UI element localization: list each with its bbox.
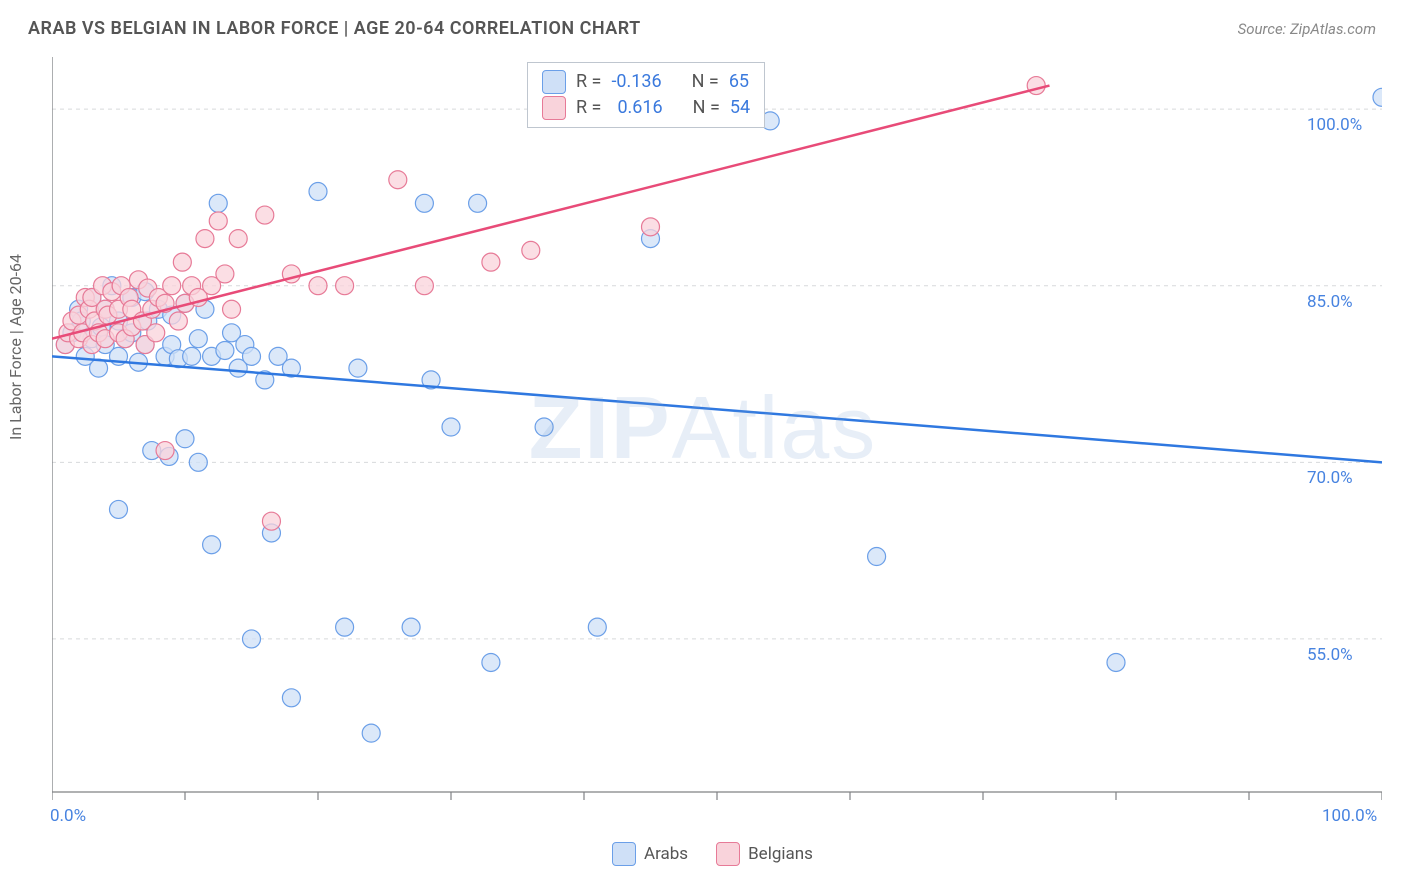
belgians-swatch (542, 96, 566, 120)
y-tick-label: 100.0% (1307, 115, 1362, 135)
chart-title: ARAB VS BELGIAN IN LABOR FORCE | AGE 20-… (28, 18, 641, 39)
belgians-n-value: 54 (730, 95, 750, 121)
y-axis-label: In Labor Force | Age 20-64 (6, 254, 25, 440)
y-tick-label: 70.0% (1307, 468, 1353, 488)
belgians-swatch (716, 842, 740, 866)
x-tick-label: 100.0% (1322, 806, 1377, 826)
arabs-n-value: 65 (729, 69, 749, 95)
correlation-scatter-chart (52, 52, 1382, 822)
belgians-r-value: 0.616 (617, 95, 662, 121)
arabs-swatch (542, 70, 566, 94)
x-tick-label: 0.0% (50, 806, 86, 826)
y-tick-label: 55.0% (1307, 645, 1353, 665)
arabs-label: Arabs (644, 844, 688, 864)
r-label: R = (576, 69, 601, 95)
n-label: N = (692, 69, 719, 95)
r-label: R = (576, 95, 601, 121)
belgians-label: Belgians (748, 844, 813, 864)
n-label: N = (693, 95, 720, 121)
correlation-legend: R = -0.136 N = 65 R = 0.616 N = 54 (527, 62, 765, 128)
arabs-r-value: -0.136 (611, 69, 661, 95)
y-tick-label: 85.0% (1307, 292, 1353, 312)
source-attribution: Source: ZipAtlas.com (1238, 20, 1376, 38)
series-legend: Arabs Belgians (612, 842, 813, 866)
arabs-swatch (612, 842, 636, 866)
